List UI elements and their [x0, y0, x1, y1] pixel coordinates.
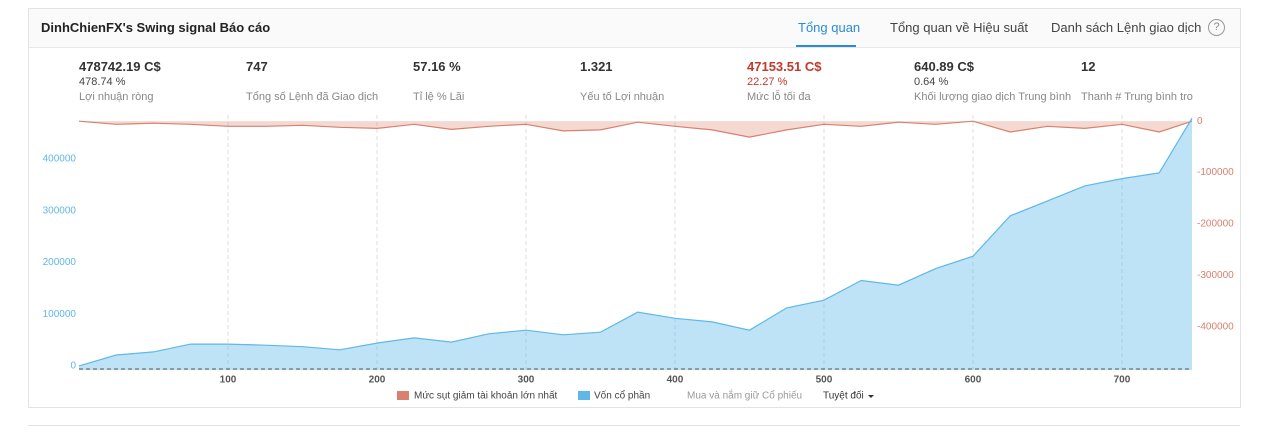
area-fill — [79, 121, 1192, 138]
legend-label[interactable]: Mua và nắm giữ Cổ phiếu — [687, 389, 802, 402]
tab[interactable]: Tổng quan — [798, 20, 861, 35]
stat-value: 747 — [246, 59, 268, 74]
y2-tick-label: -100000 — [1197, 167, 1234, 178]
y-tick-label: 300000 — [43, 205, 77, 216]
y-tick-label: 100000 — [43, 309, 77, 320]
stat-label: Mức lỗ tối đa — [747, 91, 811, 103]
stat-label: Khối lượng giao dịch Trung bình — [914, 91, 1072, 103]
x-tick-label: 200 — [369, 375, 386, 386]
stat-sub: 478.74 % — [79, 76, 126, 88]
report-title: DinhChienFX's Swing signal Báo cáo — [41, 20, 271, 35]
stat-value: 1.321 — [580, 59, 613, 74]
stat-value: 57.16 % — [413, 59, 461, 74]
tab[interactable]: Danh sách Lệnh giao dịch — [1051, 20, 1202, 35]
legend-label[interactable]: Mức sụt giảm tài khoản lớn nhất — [414, 390, 558, 402]
y-tick-label: 400000 — [43, 154, 77, 165]
report-card: DinhChienFX's Swing signal Báo cáo Tổng … — [28, 8, 1241, 408]
y2-tick-label: -400000 — [1197, 321, 1234, 332]
stat-sub: 0.64 % — [914, 76, 949, 88]
legend-swatch — [578, 391, 590, 400]
stat-label: Tỉ lệ % Lãi — [413, 91, 465, 103]
stat-sub: 22.27 % — [747, 76, 788, 88]
stat-value: 47153.51 C$ — [747, 59, 822, 74]
y-tick-label: 200000 — [43, 257, 77, 268]
legend-swatch — [397, 391, 409, 400]
legend-label[interactable]: Vốn cổ phần — [594, 390, 650, 402]
stat-label: Lợi nhuận ròng — [79, 91, 154, 103]
tab-underline — [796, 45, 856, 47]
stat-label: Thanh # Trung bình tro — [1081, 91, 1193, 103]
mode-dropdown[interactable]: Tuyệt đối — [823, 390, 864, 402]
y2-tick-label: -300000 — [1197, 270, 1234, 281]
header: DinhChienFX's Swing signal Báo cáo Tổng … — [29, 9, 1240, 48]
x-tick-label: 700 — [1114, 375, 1131, 386]
x-tick-label: 100 — [220, 375, 237, 386]
area-line — [78, 120, 1193, 138]
help-button[interactable]: ? — [1208, 19, 1225, 36]
x-tick-label: 400 — [667, 375, 684, 386]
divider — [28, 425, 1240, 426]
area-fill — [79, 118, 1192, 370]
dropdown-caret — [868, 395, 874, 398]
y-tick-label: 0 — [70, 361, 76, 372]
x-tick-label: 500 — [816, 375, 833, 386]
x-tick-label: 300 — [518, 375, 535, 386]
stat-value: 478742.19 C$ — [79, 59, 161, 74]
plot — [78, 115, 1193, 370]
y2-tick-label: 0 — [1197, 116, 1203, 127]
x-tick-label: 600 — [965, 375, 982, 386]
stat-label: Tổng số Lệnh đã Giao dịch — [246, 91, 379, 103]
area-line — [78, 117, 1193, 367]
tab[interactable]: Tổng quan về Hiệu suất — [890, 20, 1029, 35]
stat-label: Yếu tố Lợi nhuận — [580, 91, 665, 103]
stat-value: 12 — [1081, 59, 1096, 74]
stat-value: 640.89 C$ — [914, 59, 974, 74]
y2-tick-label: -200000 — [1197, 219, 1234, 230]
